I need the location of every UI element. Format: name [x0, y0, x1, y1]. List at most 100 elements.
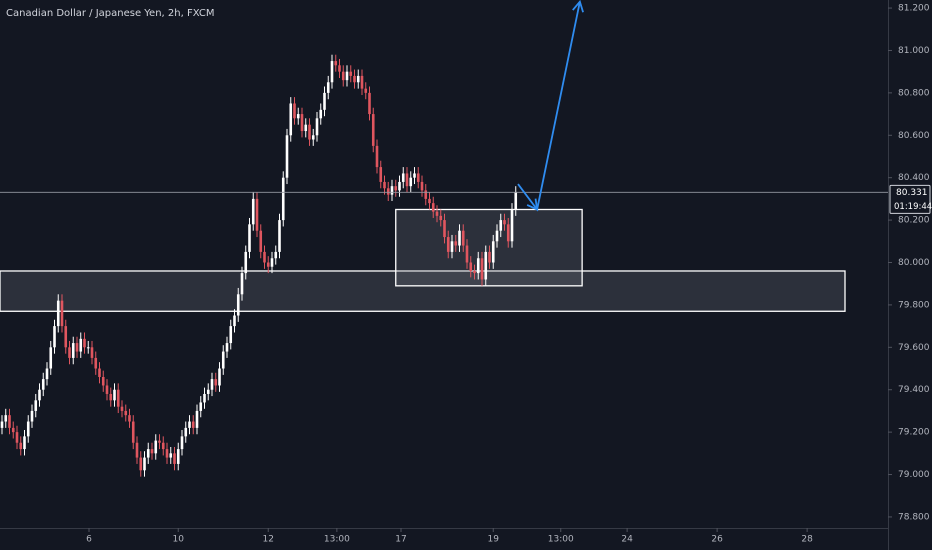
candle-body: [180, 436, 184, 450]
candle-body: [345, 71, 349, 81]
candle-body: [420, 181, 424, 191]
candle-body: [139, 457, 143, 471]
candle-body: [409, 177, 413, 187]
price-label-box: [889, 184, 931, 214]
candle-body: [188, 421, 191, 428]
candle-body: [383, 181, 386, 189]
candle-body: [338, 65, 341, 72]
candle-body: [11, 427, 15, 433]
candle-body: [439, 215, 443, 221]
x-tick-label: 17: [395, 535, 406, 545]
y-tick-label: 79.800: [898, 300, 930, 310]
candle-body: [98, 368, 101, 377]
candle-body: [146, 449, 150, 458]
candle-body: [461, 230, 465, 246]
candle-body: [349, 71, 353, 76]
candle-body: [60, 300, 64, 327]
y-tick-label: 80.400: [898, 173, 930, 183]
candle-body: [4, 415, 8, 422]
candle-body: [203, 393, 206, 403]
candle-body: [368, 92, 371, 115]
candle-body: [315, 118, 319, 136]
candle-body: [86, 347, 90, 349]
y-tick-label: 80.000: [898, 258, 930, 268]
candle-body: [285, 135, 289, 178]
candle-body: [255, 198, 259, 231]
candle-body: [495, 230, 499, 242]
candle-body: [499, 220, 503, 231]
candle-body: [323, 92, 326, 110]
candle-body: [458, 230, 461, 246]
candle-body: [94, 357, 98, 369]
candle-body: [334, 61, 338, 66]
candle-body: [394, 186, 398, 191]
candle-body: [356, 75, 360, 83]
countdown-label: 01:19:44: [894, 202, 932, 212]
candle-body: [30, 410, 34, 422]
candle-body: [266, 262, 270, 267]
candle-body: [41, 379, 45, 390]
candle-body: [401, 173, 405, 182]
candle-body: [416, 173, 420, 182]
candle-body: [173, 453, 176, 464]
candle-body: [289, 103, 293, 136]
candle-body: [79, 338, 83, 352]
candle-body: [195, 410, 199, 428]
candle-body: [371, 114, 375, 146]
candle-body: [176, 449, 180, 464]
candle-body: [431, 203, 435, 212]
candle-body: [34, 400, 38, 411]
candle-body: [446, 237, 450, 252]
candle-body: [165, 449, 169, 458]
x-tick-label: 10: [173, 535, 185, 545]
candle-body: [56, 300, 60, 327]
candle-body: [259, 230, 263, 252]
candle-body: [154, 440, 158, 454]
candle-body: [506, 224, 510, 242]
candle-body: [503, 220, 506, 225]
x-tick-label: 6: [86, 535, 92, 545]
zone: [0, 270, 846, 312]
candle-body: [484, 251, 488, 280]
candle-body: [364, 88, 368, 93]
x-tick-label: 13:00: [548, 535, 574, 545]
candle-body: [199, 402, 203, 411]
candle-body: [330, 61, 334, 83]
candle-body: [491, 241, 495, 263]
candle-body: [68, 347, 71, 358]
candle-body: [229, 326, 233, 344]
candle-body: [221, 351, 225, 369]
candle-body: [353, 75, 356, 83]
candle-body: [19, 442, 23, 450]
candle-body: [240, 273, 244, 295]
candle-body: [450, 241, 454, 252]
candle-body: [83, 338, 86, 348]
candle-body: [424, 190, 428, 199]
candle-body: [135, 442, 139, 458]
candle-body: [300, 114, 304, 132]
candle-body: [158, 440, 161, 443]
candle-body: [510, 209, 514, 242]
plot-area: [0, 0, 888, 477]
candle-body: [278, 220, 281, 252]
candle-body: [263, 251, 266, 263]
y-tick-label: 81.000: [898, 46, 930, 56]
candle-body: [143, 457, 146, 471]
candle-body: [124, 410, 128, 416]
candle-body: [131, 421, 135, 443]
candle-body: [101, 376, 105, 386]
candle-body: [214, 379, 218, 386]
candle-body: [90, 347, 94, 358]
y-tick-label: 78.800: [898, 512, 930, 522]
candle-body: [390, 186, 394, 195]
arrow-head: [526, 198, 539, 211]
candle-body: [308, 124, 311, 140]
candle-body: [341, 71, 345, 81]
candle-body: [150, 449, 154, 454]
candle-body: [23, 436, 26, 450]
candle-body: [443, 220, 446, 238]
candle-body: [386, 188, 390, 195]
candle-body: [128, 415, 131, 422]
candle-body: [225, 343, 229, 352]
